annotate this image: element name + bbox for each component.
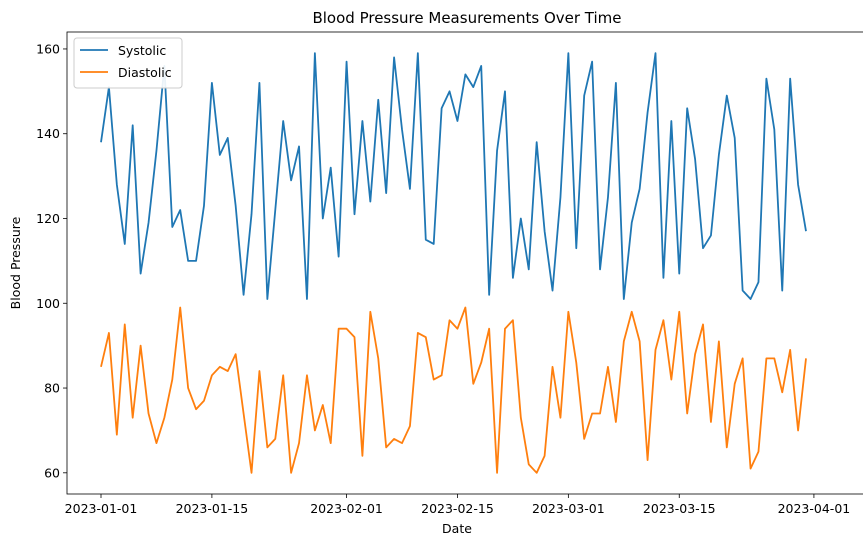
- x-tick-label: 2023-02-15: [421, 501, 494, 516]
- legend-label-systolic: Systolic: [118, 43, 166, 58]
- y-tick-label: 120: [36, 211, 60, 226]
- y-tick-label: 80: [44, 381, 60, 396]
- y-tick-label: 100: [36, 296, 60, 311]
- x-tick-label: 2023-01-01: [65, 501, 138, 516]
- x-tick-label: 2023-02-01: [310, 501, 383, 516]
- y-tick-label: 140: [36, 126, 60, 141]
- x-axis-ticks: 2023-01-01 2023-01-15 2023-02-01 2023-02-15…: [65, 494, 851, 516]
- y-tick-label: 160: [36, 41, 60, 56]
- y-axis-label: Blood Pressure: [8, 216, 23, 309]
- legend: Systolic Diastolic: [73, 37, 183, 89]
- x-axis-label: Date: [442, 521, 472, 536]
- series-line-systolic: [100, 52, 807, 300]
- y-tick-label: 60: [44, 465, 60, 480]
- plot-lines: [100, 52, 807, 474]
- y-axis-ticks: 60 80 100 120 140 160: [36, 41, 67, 480]
- plot-frame: [66, 31, 863, 495]
- chart-title: Blood Pressure Measurements Over Time: [312, 9, 621, 27]
- x-tick-label: 2023-04-01: [778, 501, 851, 516]
- x-tick-label: 2023-01-15: [176, 501, 249, 516]
- series-line-diastolic: [100, 306, 807, 474]
- x-tick-label: 2023-03-01: [532, 501, 605, 516]
- legend-label-diastolic: Diastolic: [118, 65, 172, 80]
- x-tick-label: 2023-03-15: [643, 501, 716, 516]
